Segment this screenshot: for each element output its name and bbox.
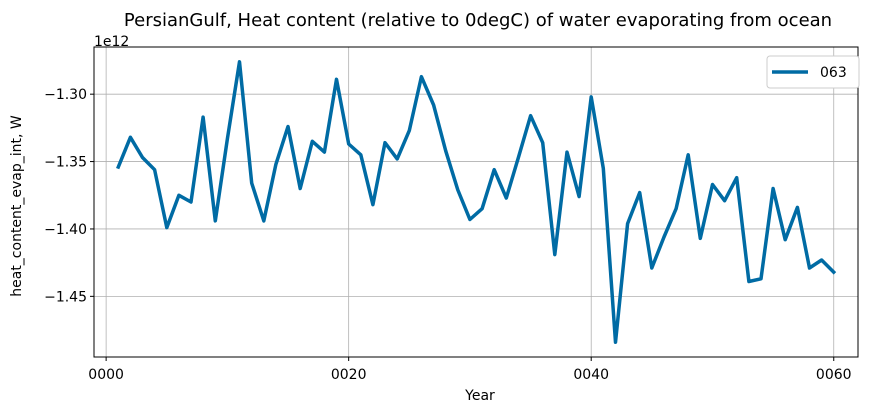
x-tick-label: 0020	[331, 367, 367, 383]
y-tick-label: −1.40	[44, 222, 87, 238]
grid-lines	[94, 47, 858, 357]
y-axis-label: heat_content_evap_int, W	[9, 115, 25, 297]
x-tick-label: 0000	[88, 367, 124, 383]
x-tick-label: 0060	[816, 367, 852, 383]
legend-label: 063	[820, 65, 847, 81]
x-tick-label: 0040	[573, 367, 609, 383]
y-axis: −1.30 −1.35 −1.40 −1.45	[44, 87, 94, 305]
legend: 063	[766, 55, 860, 89]
y-tick-label: −1.30	[44, 87, 87, 103]
x-axis: 0000 0020 0040 0060	[88, 357, 852, 383]
x-axis-label: Year	[464, 388, 495, 404]
series-layer	[116, 60, 837, 344]
y-tick-label: −1.35	[44, 155, 87, 171]
legend-box	[766, 55, 860, 89]
y-tick-label: −1.45	[44, 289, 87, 305]
series-line	[116, 60, 837, 344]
y-offset-label: 1e12	[94, 34, 129, 50]
plot-frame	[93, 46, 859, 358]
chart-title: PersianGulf, Heat content (relative to 0…	[124, 10, 832, 31]
